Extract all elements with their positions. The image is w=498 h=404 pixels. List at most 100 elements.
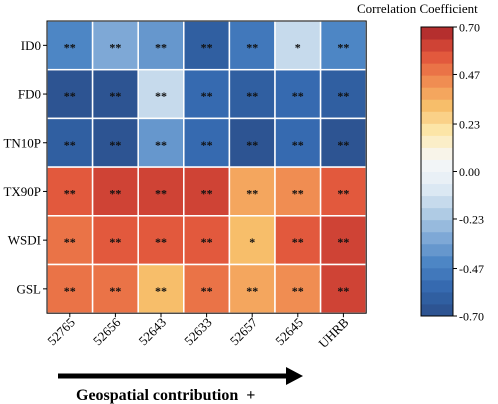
significance-marker: ** [64, 89, 76, 103]
heatmap-cells [46, 20, 367, 314]
column-label: 52633 [181, 315, 215, 349]
significance-marker: ** [109, 284, 121, 298]
row-label: TX90P [3, 184, 41, 199]
geospatial-arrow: Geospatial contribution + [58, 367, 303, 404]
significance-marker: ** [64, 138, 76, 152]
significance-marker: ** [109, 186, 121, 200]
colorbar-segment [421, 147, 453, 160]
significance-marker: ** [155, 89, 167, 103]
column-label: UHRB [315, 314, 351, 350]
significance-marker: ** [246, 40, 258, 54]
significance-marker: ** [201, 186, 213, 200]
significance-marker: ** [155, 186, 167, 200]
significance-marker: ** [292, 89, 304, 103]
colorbar-segment [421, 183, 453, 197]
cell-annotations: ** ** ** ** ** * **** ** ** ** ** ** **** ** ** ** ** ** *… [64, 40, 350, 298]
significance-marker: ** [337, 138, 349, 152]
colorbar-title: Correlation Coefficient [357, 1, 478, 16]
heatmap-cell [319, 263, 367, 314]
heatmap-border [46, 20, 367, 314]
colorbar-tick-label: -0.70 [459, 310, 484, 324]
significance-marker: ** [201, 235, 213, 249]
colorbar-segment [421, 279, 453, 293]
significance-marker: ** [64, 186, 76, 200]
significance-marker: ** [109, 40, 121, 54]
significance-marker: ** [64, 235, 76, 249]
colorbar-tick-label: -0.23 [459, 212, 484, 226]
heatmap-cell [91, 117, 139, 168]
significance-marker: ** [337, 284, 349, 298]
colorbar-segment [421, 219, 453, 233]
significance-marker: ** [109, 89, 121, 103]
row-label: ID0 [21, 38, 41, 53]
heatmap-cell [228, 117, 276, 168]
heatmap-cell [137, 68, 185, 120]
significance-marker: ** [292, 138, 304, 152]
colorbar-segment [421, 195, 453, 209]
heatmap-cell [91, 263, 139, 314]
heatmap-cell [46, 263, 94, 314]
colorbar-segment [421, 243, 453, 257]
colorbar-segment [421, 63, 453, 76]
colorbar-segment [421, 171, 453, 185]
significance-marker: ** [201, 40, 213, 54]
significance-marker: ** [337, 235, 349, 249]
colorbar-segments [421, 27, 453, 317]
significance-marker: ** [201, 284, 213, 298]
colorbar: Correlation Coefficient 0.70 0.47 0.23 0.00… [357, 1, 484, 324]
colorbar-tick-label: 0.00 [459, 165, 480, 179]
significance-marker: ** [201, 138, 213, 152]
significance-marker: * [249, 235, 255, 249]
significance-marker: ** [155, 138, 167, 152]
arrow-label: Geospatial contribution + [76, 387, 255, 404]
heatmap-cell [274, 166, 322, 217]
significance-marker: ** [246, 186, 258, 200]
significance-marker: ** [292, 284, 304, 298]
significance-marker: ** [246, 284, 258, 298]
heatmap-cell [91, 20, 139, 71]
significance-marker: ** [337, 40, 349, 54]
heatmap-cell [91, 166, 139, 217]
colorbar-ticks: 0.70 0.47 0.23 0.00 -0.23 -0.47 -0.70 [453, 21, 484, 324]
heatmap-cell [46, 215, 94, 266]
colorbar-segment [421, 207, 453, 221]
significance-marker: ** [155, 40, 167, 54]
column-label: 52645 [272, 315, 306, 349]
heatmap-cell [46, 166, 94, 217]
heatmap-cell [137, 215, 185, 266]
colorbar-segment [421, 111, 453, 124]
colorbar-segment [421, 231, 453, 245]
colorbar-segment [421, 303, 453, 317]
colorbar-segment [421, 39, 453, 52]
significance-marker: ** [337, 186, 349, 200]
arrow-head [286, 367, 303, 385]
significance-marker: ** [64, 284, 76, 298]
significance-marker: * [295, 40, 301, 54]
heatmap-cell [319, 68, 367, 120]
colorbar-segment [421, 123, 453, 136]
heatmap-cell [319, 117, 367, 168]
colorbar-tick-label: -0.47 [459, 262, 484, 276]
heatmap-cell [274, 117, 322, 168]
significance-marker: ** [155, 284, 167, 298]
row-label: FD0 [18, 87, 41, 102]
heatmap-cell [228, 68, 276, 120]
column-label: 52765 [44, 315, 78, 349]
colorbar-segment [421, 51, 453, 64]
colorbar-segment [421, 267, 453, 281]
significance-marker: ** [201, 89, 213, 103]
significance-marker: ** [155, 235, 167, 249]
colorbar-segment [421, 159, 453, 172]
significance-marker: ** [64, 40, 76, 54]
row-label: TN10P [3, 135, 41, 150]
heatmap-cell [274, 20, 322, 71]
column-labels: 52765 52656 52643 52633 52657 52645 UHRB [44, 313, 352, 351]
significance-marker: ** [109, 138, 121, 152]
column-label: 52657 [227, 314, 261, 348]
significance-marker: ** [292, 186, 304, 200]
colorbar-tick-label: 0.23 [459, 118, 480, 132]
colorbar-segment [421, 75, 453, 88]
row-labels: ID0 FD0 TN10P TX90P WSDI GSL [3, 38, 47, 296]
significance-marker: ** [246, 138, 258, 152]
